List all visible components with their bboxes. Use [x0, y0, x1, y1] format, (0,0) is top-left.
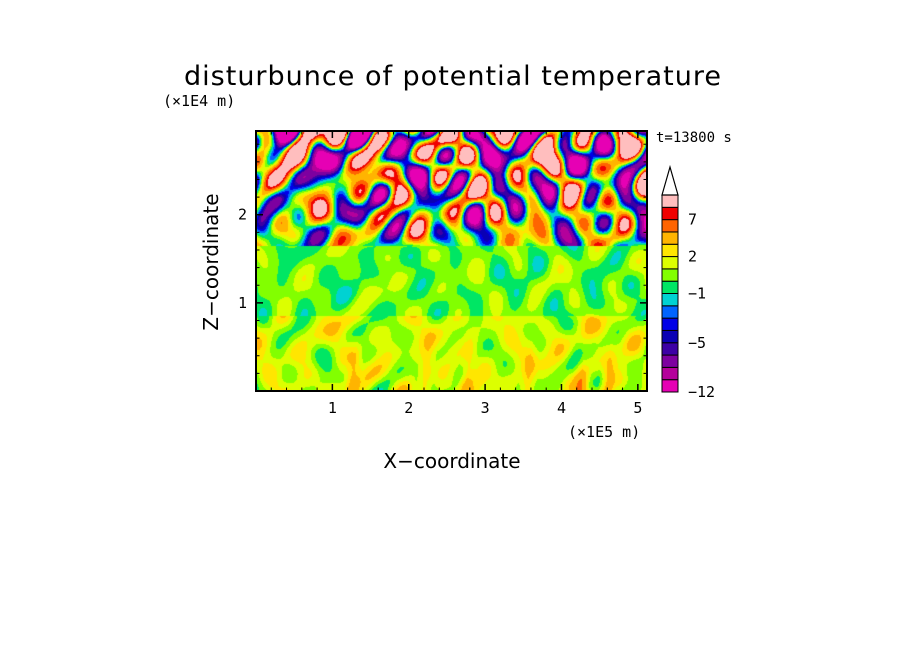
x-axis-label: X−coordinate: [383, 449, 520, 473]
x-tick-label: 4: [557, 399, 566, 417]
colorbar-swatch: [661, 268, 679, 282]
colorbar-swatch: [661, 206, 679, 221]
chart-title: disturbunce of potential temperature: [184, 61, 722, 92]
colorbar-extend-arrow: [661, 164, 679, 196]
colorbar-label: −5: [688, 334, 706, 352]
colorbar-labels: −12−5−127: [688, 211, 715, 401]
colorbar-swatch: [661, 256, 679, 270]
plot-area: 1 2 3 4 5 1 2: [238, 130, 648, 417]
colorbar: −12−5−127: [661, 164, 715, 401]
y-axis-unit: (×1E4 m): [163, 92, 235, 110]
colorbar-swatch: [661, 243, 679, 258]
colorbar-label: 2: [688, 248, 697, 266]
colorbar-swatch: [661, 329, 679, 344]
plot-frame: [255, 130, 648, 392]
colorbar-swatch: [661, 219, 679, 233]
x-tick-label: 5: [633, 399, 642, 417]
x-tick-label: 1: [328, 399, 337, 417]
x-axis-unit: (×1E5 m): [568, 423, 640, 441]
x-tick-label: 3: [481, 399, 490, 417]
colorbar-swatch: [661, 317, 679, 331]
colorbar-swatches: [661, 164, 679, 393]
heatmap-field: [256, 131, 647, 391]
colorbar-swatch: [661, 342, 679, 356]
time-label: t=13800 s: [656, 130, 732, 146]
colorbar-swatch: [661, 194, 679, 208]
colorbar-label: −12: [688, 383, 715, 401]
colorbar-swatch: [661, 293, 679, 307]
y-axis-label: Z−coordinate: [199, 193, 223, 330]
y-tick-label: 2: [238, 206, 247, 224]
colorbar-swatch: [661, 366, 679, 381]
colorbar-swatch: [661, 280, 679, 294]
y-tick-label: 1: [238, 294, 247, 312]
colorbar-label: −1: [688, 285, 706, 303]
x-tick-label: 2: [404, 399, 413, 417]
colorbar-swatch: [661, 354, 679, 368]
colorbar-swatch: [661, 305, 679, 319]
colorbar-label: 7: [688, 211, 697, 229]
colorbar-swatch: [661, 231, 679, 245]
colorbar-swatch: [661, 379, 679, 393]
